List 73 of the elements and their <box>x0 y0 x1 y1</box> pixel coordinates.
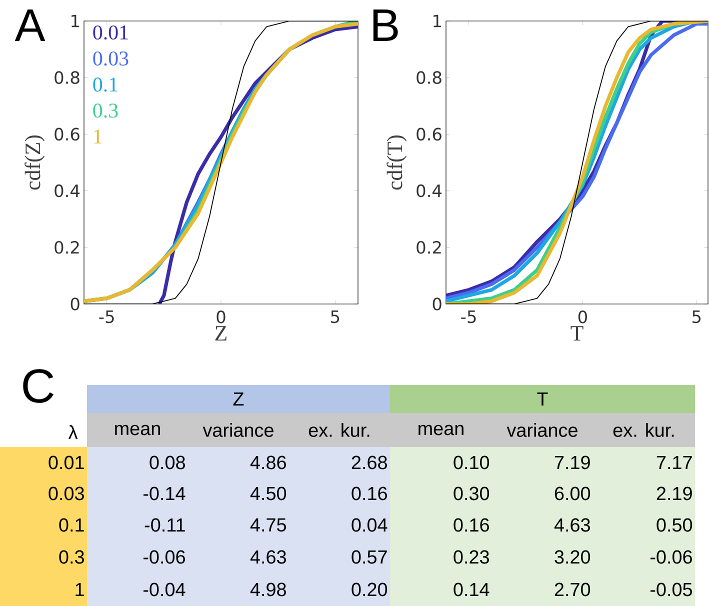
chart-title: B <box>373 9 398 42</box>
x-tick-label: -5 <box>99 310 114 324</box>
text: 0.03 <box>93 51 128 66</box>
x-tick-label: 5 <box>692 310 701 324</box>
text: 4.98 <box>250 582 286 596</box>
text: λ <box>68 425 78 439</box>
text: -0.11 <box>144 518 185 532</box>
text: mean <box>115 424 160 436</box>
y-tick-label: 0.8 <box>416 71 442 84</box>
x-tick-label: 0 <box>578 310 587 324</box>
text: T <box>537 392 548 406</box>
text: 0.30 <box>454 486 490 500</box>
text: Z <box>233 392 244 406</box>
text: 0.3 <box>93 104 118 118</box>
y-axis-title: cdf(Z) <box>24 135 45 190</box>
text: -0.06 <box>144 550 185 564</box>
text: 0.04 <box>352 518 388 532</box>
text: variance <box>202 423 274 437</box>
x-axis-title: T <box>570 326 584 341</box>
text: variance <box>506 423 578 437</box>
text: 7.17 <box>656 456 692 470</box>
text: 0.23 <box>454 550 489 564</box>
y-tick-label: 1 <box>72 14 79 28</box>
text: mean <box>418 424 464 436</box>
text: 2.70 <box>554 582 590 596</box>
text: 0.1 <box>93 78 118 92</box>
text: 0.01 <box>48 456 84 470</box>
text: 0.50 <box>656 518 692 532</box>
y-tick-label: 0.4 <box>416 184 442 198</box>
text: 7.19 <box>554 456 590 470</box>
text: 0.10 <box>454 456 490 470</box>
text: 4.63 <box>250 550 286 564</box>
y-axis-title: cdf(T) <box>386 135 407 190</box>
text: 4.50 <box>250 486 286 500</box>
text: -0.05 <box>650 582 692 596</box>
x-axis-title: Z <box>215 326 226 341</box>
y-tick-label: 0.6 <box>54 128 80 141</box>
y-tick-label: 1 <box>434 14 441 28</box>
text: 0.3 <box>59 550 84 564</box>
text: 0.1 <box>59 518 84 532</box>
x-tick-label: 0 <box>216 310 226 324</box>
y-tick-label: 0.4 <box>54 184 80 198</box>
text: 4.63 <box>554 518 590 532</box>
text: 0.20 <box>352 582 388 596</box>
y-tick-label: 0.2 <box>54 240 79 254</box>
text: 1 <box>94 130 102 144</box>
text: ex. kur. <box>613 423 674 437</box>
y-tick-label: 0.2 <box>416 240 441 254</box>
y-tick-label: 0.6 <box>416 128 442 141</box>
text: -0.14 <box>144 486 186 500</box>
text: -0.06 <box>650 550 692 564</box>
text: 2.19 <box>656 486 692 500</box>
text: 6.00 <box>554 486 590 500</box>
text: 4.75 <box>250 518 286 532</box>
text: 0.14 <box>454 582 490 596</box>
text: 2.68 <box>352 456 387 470</box>
text: 0.08 <box>150 456 185 470</box>
text: 0.03 <box>48 486 84 500</box>
y-tick-label: 0 <box>70 298 80 310</box>
text: 3.20 <box>554 550 590 564</box>
text: ex. kur. <box>308 423 370 437</box>
text: 0.16 <box>352 486 387 500</box>
y-tick-label: 0.8 <box>54 71 80 84</box>
text: C <box>23 369 54 403</box>
text: 0.01 <box>93 25 128 40</box>
text: -0.04 <box>144 582 186 596</box>
text: 0.16 <box>454 518 489 532</box>
x-tick-label: 5 <box>331 310 340 324</box>
text: 4.86 <box>250 456 286 470</box>
text: 0.57 <box>352 550 387 564</box>
x-tick-label: -5 <box>461 310 476 324</box>
y-tick-label: 0 <box>432 298 442 310</box>
chart-title: A <box>14 9 46 42</box>
